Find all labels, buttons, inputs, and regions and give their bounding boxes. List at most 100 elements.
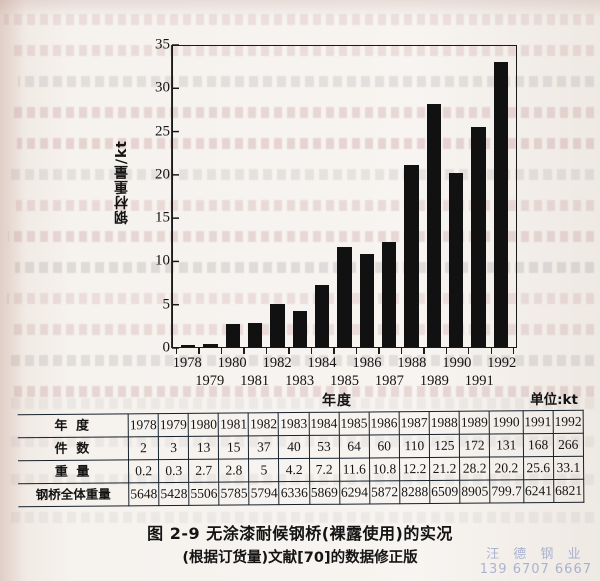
x-tick-mark	[378, 348, 380, 354]
x-tick-label-1988: 1988	[397, 355, 427, 371]
y-tick-label: 0	[162, 339, 171, 356]
bar-slot	[378, 46, 400, 347]
x-tick-mark	[490, 348, 492, 354]
table-cell: 1989	[459, 411, 490, 435]
figure-caption-main: 图 2-9 无涂漆耐候钢桥(裸露使用)的实况	[147, 524, 453, 543]
table-cell: 37	[248, 435, 279, 459]
table-row-header: 钢桥全体重量	[18, 482, 129, 507]
table-cell: 1980	[188, 413, 219, 437]
bar-slot	[423, 46, 445, 347]
bar-slot	[199, 46, 221, 347]
bar-1987	[381, 242, 397, 347]
bar-1984	[314, 285, 330, 347]
data-table: 年 度 1978 1979 1980 1981 1982 1983 1984 1985 1986 1…	[17, 410, 585, 507]
bar-slot	[400, 46, 422, 347]
table-cell: 5506	[188, 482, 220, 506]
table-cell: 1986	[368, 411, 400, 435]
table-cell: 2.7	[188, 459, 219, 483]
x-tick-mark	[333, 348, 335, 354]
x-tick-mark	[400, 348, 403, 354]
table-cell: 2	[128, 436, 159, 460]
bar-slot	[311, 46, 333, 347]
table-cell: 168	[522, 433, 554, 457]
x-tick-label-1985: 1985	[330, 373, 359, 389]
table-cell: 5872	[369, 480, 400, 504]
x-axis-labels-even-years: 1978 1980 1982 1984 1986 1988 1990 1992	[150, 355, 540, 373]
table-cell: 5794	[249, 481, 280, 505]
x-tick-mark	[176, 348, 178, 354]
table-cell: 1978	[128, 413, 159, 437]
table-unit-note: 单位:kt	[530, 392, 578, 408]
bar-series	[173, 46, 516, 347]
table-cell: 60	[369, 434, 400, 458]
bar-1983	[292, 310, 307, 347]
x-axis-labels-odd-years: 1979 1981 1983 1985 1987 1989 1991	[150, 373, 540, 391]
table-cell: 1987	[398, 411, 430, 435]
table-cell: 6241	[523, 479, 554, 503]
bar-slot	[490, 46, 512, 347]
table-cell: 0.2	[128, 459, 159, 483]
x-tick-mark	[198, 348, 200, 354]
table-cell: 12.2	[399, 457, 430, 481]
x-tick-mark	[445, 348, 447, 354]
x-axis-title: 年度	[322, 393, 352, 409]
table-cell: 13	[188, 436, 219, 460]
bar-slot	[356, 46, 378, 347]
bar-1990	[448, 173, 464, 347]
table-cell: 799.7	[489, 479, 524, 504]
bar-1980	[225, 323, 240, 347]
x-tick-mark	[288, 348, 290, 354]
table-row-header: 重 量	[18, 459, 129, 484]
x-tick-label-1992: 1992	[487, 355, 517, 371]
table-cell: 28.2	[459, 457, 490, 481]
table-row: 钢桥全体重量 5648 5428 5506 5785 5794 6336 5869 6294 58…	[18, 479, 584, 507]
page-top-edge-shadow	[0, 0, 600, 18]
x-tick-mark	[243, 348, 245, 354]
table-cell: 1988	[429, 411, 460, 435]
table-cell: 5	[248, 458, 280, 482]
x-tick-mark	[423, 348, 425, 354]
table-row-header: 年 度	[17, 413, 129, 438]
table-cell: 10.8	[369, 457, 400, 481]
y-tick-label: 20	[155, 166, 170, 183]
figure-caption-sub: (根据订货量)文献[70]的数据修正版	[182, 550, 418, 566]
x-tick-mark	[355, 348, 358, 354]
table-cell: 21.2	[429, 457, 460, 481]
bar-1982	[270, 304, 285, 347]
x-tick-label-1986: 1986	[352, 355, 382, 371]
x-tick-mark	[468, 348, 470, 354]
bar-1989	[426, 104, 441, 347]
table-cell: 1991	[522, 410, 554, 434]
bar-1985	[337, 247, 352, 347]
table-cell: 6509	[429, 480, 460, 504]
x-tick-label-1979: 1979	[195, 373, 225, 389]
y-tick-label: 5	[162, 296, 171, 313]
y-tick-label: 10	[155, 252, 170, 269]
plot-area	[172, 45, 517, 348]
bar-slot	[333, 46, 355, 347]
x-tick-label-1981: 1981	[240, 373, 270, 389]
y-tick-label: 30	[155, 79, 170, 96]
table-row-header: 件 数	[17, 436, 129, 461]
bar-1981	[248, 322, 263, 347]
table-cell: 1983	[278, 412, 309, 436]
table-cell: 33.1	[553, 456, 584, 480]
bar-1988	[404, 164, 419, 347]
table-cell: 8905	[459, 480, 490, 504]
bar-slot	[467, 46, 489, 347]
y-axis-tick-labels: 0 5 10 15 20 25 30 35	[140, 0, 170, 581]
table-cell: 11.6	[339, 457, 370, 482]
y-tick-label: 25	[155, 123, 170, 140]
x-tick-label-1991: 1991	[464, 373, 494, 389]
table-cell: 6821	[553, 479, 584, 503]
x-tick-label-1990: 1990	[442, 355, 472, 371]
x-tick-label-1982: 1982	[262, 355, 292, 371]
bar-slot	[222, 46, 244, 347]
table-cell: 6294	[339, 480, 370, 505]
table-cell: 1981	[218, 412, 249, 437]
x-tick-label-1984: 1984	[307, 355, 337, 371]
table-cell: 1984	[308, 412, 339, 436]
table-cell: 4.2	[278, 458, 310, 482]
x-axis-tick-labels: 1978 1980 1982 1984 1986 1988 1990 1992 1979 198…	[150, 355, 540, 397]
